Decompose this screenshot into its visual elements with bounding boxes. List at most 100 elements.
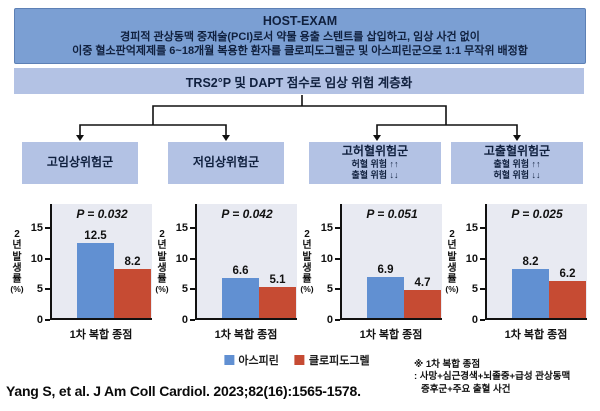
y-tick: 0 — [37, 314, 50, 326]
arrowhead-icon — [513, 135, 521, 141]
bar-clopidogrel: 5.1 — [259, 274, 296, 318]
y-axis-title-char: 발 — [12, 251, 22, 263]
plot-area: P = 0.051 6.9 4.7 — [340, 204, 442, 320]
y-axis-title-char: 2 — [14, 229, 20, 241]
y-tick-label: 10 — [30, 252, 43, 265]
y-axis: 0 5 10 15 — [459, 204, 485, 326]
y-axis-title-char: 생 — [12, 262, 22, 274]
y-axis-title-char: 년 — [302, 240, 312, 252]
y-tick: 10 — [31, 253, 50, 265]
y-tick: 15 — [321, 222, 340, 234]
y-tick-label: 0 — [36, 314, 43, 326]
y-tick-label: 0 — [181, 314, 188, 326]
arrowhead-icon — [222, 135, 230, 141]
y-axis: 0 5 10 15 — [24, 204, 50, 326]
y-tick: 10 — [321, 253, 340, 265]
y-tick-label: 10 — [320, 252, 333, 265]
y-axis-title-char: 발 — [447, 251, 457, 263]
stratification-label: TRS2°P 및 DAPT 점수로 임상 위험 계층화 — [185, 75, 413, 90]
plot-area: P = 0.032 12.5 8.2 — [50, 204, 152, 320]
y-tick-mark — [480, 288, 485, 291]
plot-area: P = 0.042 6.6 5.1 — [195, 204, 297, 320]
y-tick-mark — [335, 257, 340, 260]
chart-high-bleeding-risk: 2 년 발 생 률 (%) 0 5 10 15 P = 0.025 8.2 6.2 1차 복합 종… — [445, 198, 587, 344]
bar-aspirin: 12.5 — [77, 230, 114, 318]
group-box-high-ischemic-risk: 고허혈위험군 허혈 위험 ↑↑ 출혈 위험 ↓↓ — [309, 142, 441, 184]
connector-path — [79, 95, 518, 136]
bar-value-label: 8.2 — [124, 255, 141, 268]
bars: 12.5 8.2 — [52, 204, 152, 318]
x-axis-label: 1차 복합 종점 — [69, 329, 133, 341]
chart-high-ischemic-risk: 2 년 발 생 률 (%) 0 5 10 15 P = 0.051 6.9 4.7 1차 복합 종… — [300, 198, 442, 344]
y-tick-label: 15 — [30, 222, 43, 235]
bar-value-label: 12.5 — [84, 230, 107, 242]
y-tick-mark — [480, 257, 485, 260]
y-tick: 0 — [327, 314, 340, 326]
y-tick: 10 — [466, 253, 485, 265]
legend-swatch-blue — [224, 355, 235, 365]
y-axis-title-char: 률 — [157, 274, 167, 286]
y-axis-title: 2 년 발 생 률 (%) — [155, 204, 169, 320]
y-axis-title-char: (%) — [155, 284, 169, 295]
y-axis-title-char: (%) — [10, 284, 24, 295]
arrowhead-icon — [76, 135, 84, 141]
y-axis-title-char: 률 — [302, 274, 312, 286]
bars: 6.6 5.1 — [197, 204, 297, 318]
bars: 8.2 6.2 — [487, 204, 587, 318]
y-tick: 15 — [466, 222, 485, 234]
y-tick: 15 — [176, 222, 195, 234]
group-box-low-clinical-risk: 저임상위험군 — [168, 142, 284, 184]
y-tick-label: 10 — [465, 252, 478, 265]
y-tick-mark — [190, 319, 195, 321]
bar-aspirin: 6.6 — [222, 265, 259, 318]
y-axis-title-char: 2 — [449, 229, 455, 241]
y-tick: 5 — [182, 283, 195, 295]
x-axis-label: 1차 복합 종점 — [504, 329, 568, 341]
group-title: 고임상위험군 — [46, 155, 114, 170]
plot-area: P = 0.025 8.2 6.2 — [485, 204, 587, 320]
y-axis-title-char: 2 — [304, 229, 310, 241]
y-tick: 5 — [472, 283, 485, 295]
bar-aspirin: 6.9 — [367, 264, 404, 318]
citation: Yang S, et al. J Am Coll Cardiol. 2023;8… — [6, 383, 361, 399]
y-tick-mark — [335, 227, 340, 230]
bar-value-label: 4.7 — [414, 276, 431, 289]
endpoint-footnote: ※ 1차 복합 종점 : 사망+심근경색+뇌졸중+급성 관상동맥 증후군+주요 … — [414, 359, 596, 396]
y-axis-title: 2 년 발 생 률 (%) — [300, 204, 314, 320]
legend-swatch-red — [294, 355, 305, 365]
legend-item-clopidogrel: 클로피도그렐 — [294, 352, 370, 368]
y-axis-title-char: 발 — [157, 251, 167, 263]
y-axis: 0 5 10 15 — [169, 204, 195, 326]
bar-clopidogrel: 4.7 — [404, 277, 441, 318]
y-tick-mark — [480, 227, 485, 230]
y-tick: 5 — [37, 283, 50, 295]
y-tick-mark — [480, 319, 485, 321]
study-title: HOST-EXAM — [262, 13, 338, 28]
group-subline: 출혈 위험 ↓↓ — [351, 169, 399, 180]
p-value-label: P = 0.032 — [76, 207, 128, 221]
y-tick-label: 5 — [36, 283, 43, 296]
bar-value-label: 6.9 — [377, 263, 394, 276]
y-tick: 15 — [31, 222, 50, 234]
y-axis-title: 2 년 발 생 률 (%) — [445, 204, 459, 320]
y-tick-label: 15 — [465, 222, 478, 235]
y-tick-label: 5 — [326, 283, 333, 296]
group-title: 저임상위험군 — [192, 155, 260, 170]
y-tick-label: 0 — [326, 314, 333, 326]
study-description-line1: 경피적 관상동맥 중재술(PCI)로서 약물 용출 스텐트를 삽입하고, 임상 … — [120, 30, 480, 43]
bar-value-label: 6.2 — [559, 267, 576, 280]
y-tick-mark — [190, 288, 195, 291]
y-tick-label: 0 — [471, 314, 478, 326]
y-axis-title-char: 생 — [157, 262, 167, 274]
group-box-high-bleeding-risk: 고출혈위험군 출혈 위험 ↑↑ 허혈 위험 ↓↓ — [451, 142, 583, 184]
chart-low-clinical-risk: 2 년 발 생 률 (%) 0 5 10 15 P = 0.042 6.6 5.1 1차 복합 종… — [155, 198, 297, 344]
y-tick-mark — [335, 288, 340, 291]
y-tick-label: 5 — [471, 283, 478, 296]
group-title: 고허혈위험군 — [341, 143, 409, 158]
y-tick-label: 5 — [181, 283, 188, 296]
y-axis-title-char: (%) — [445, 284, 459, 295]
y-axis-title-char: 발 — [302, 251, 312, 263]
y-tick: 0 — [182, 314, 195, 326]
bar-clopidogrel: 6.2 — [549, 268, 586, 318]
bar-value-label: 5.1 — [269, 274, 286, 287]
